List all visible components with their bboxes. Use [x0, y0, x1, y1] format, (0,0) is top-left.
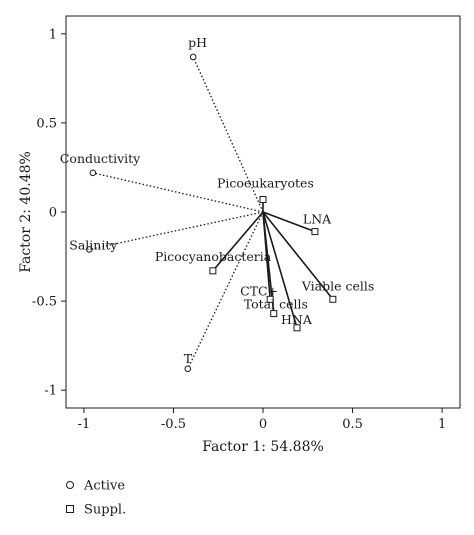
active-point-marker	[189, 53, 197, 61]
point-label: Picoeukaryotes	[217, 176, 314, 191]
x-tick-label: 0	[259, 417, 267, 432]
vector-line	[92, 172, 264, 213]
suppl-point-marker	[329, 295, 337, 303]
vector-line	[192, 56, 264, 213]
point-label: Viable cells	[301, 278, 374, 293]
loading-vectors	[89, 56, 334, 370]
legend-marker-circle-icon	[66, 481, 74, 489]
y-tick-label: 0	[49, 206, 57, 221]
point-label: T	[184, 351, 193, 366]
x-tick-label: 0.5	[342, 417, 363, 432]
vector-line	[262, 211, 316, 233]
legend-marker-square-icon	[66, 505, 74, 513]
point-label: Total cells	[244, 297, 308, 312]
x-axis-ticks: -1 -0.5 0 0.5 1	[78, 408, 446, 432]
point-label: Conductivity	[60, 151, 141, 166]
x-tick-label: -0.5	[161, 417, 186, 432]
x-tick-label: 1	[438, 417, 446, 432]
suppl-point-marker	[311, 228, 319, 236]
vector-line	[262, 211, 334, 300]
suppl-point-marker	[270, 310, 278, 318]
vector-line	[187, 211, 264, 370]
legend-label: Active	[83, 479, 125, 494]
point-label: LNA	[303, 212, 332, 227]
legend-label: Suppl.	[84, 503, 126, 518]
y-tick-label: -1	[44, 384, 57, 399]
active-point-marker	[184, 365, 192, 373]
suppl-point-marker	[259, 196, 267, 204]
legend: Active Suppl.	[66, 479, 126, 518]
y-axis-title: Factor 2: 40.48%	[18, 151, 34, 273]
vector-line	[89, 211, 264, 251]
x-tick-label: -1	[78, 417, 91, 432]
point-label: pH	[188, 35, 207, 50]
y-axis-ticks: 1 0.5 0 -0.5 -1	[32, 27, 66, 399]
suppl-point-marker	[209, 267, 217, 275]
suppl-point-marker	[266, 295, 274, 303]
vector-line	[212, 211, 264, 272]
point-label: Salinity	[69, 237, 118, 252]
active-point-marker	[89, 169, 97, 177]
y-tick-label: 0.5	[36, 116, 57, 131]
point-label: CTC+	[240, 283, 278, 298]
loading-markers	[85, 53, 337, 373]
point-labels: pH Conductivity Salinity T Picoeukaryotes LNA…	[60, 35, 374, 366]
point-label: Picocyanobacteria	[155, 249, 272, 264]
vector-line	[262, 211, 298, 329]
y-tick-label: 1	[49, 27, 57, 42]
active-point-marker	[85, 246, 93, 253]
x-axis-title: Factor 1: 54.88%	[202, 439, 324, 455]
suppl-point-marker	[293, 324, 301, 332]
point-label: HNA	[281, 312, 313, 327]
y-tick-label: -0.5	[32, 295, 57, 310]
